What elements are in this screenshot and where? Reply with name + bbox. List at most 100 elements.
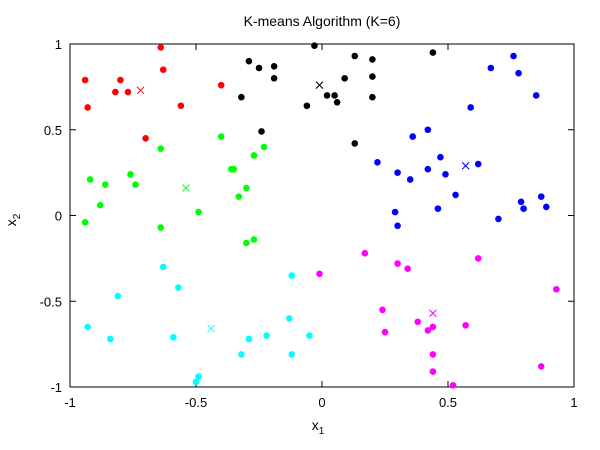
data-point (316, 270, 323, 278)
data-point (142, 135, 149, 142)
data-point (217, 81, 225, 89)
data-point (437, 153, 444, 161)
data-point (520, 205, 527, 212)
centroid-stroke (182, 184, 190, 192)
y-axis-label: x2 (3, 213, 23, 226)
y-tick-label: 0 (55, 209, 62, 224)
x-tick-labels: -1 -0.5 0 0.5 1 (64, 395, 577, 410)
data-point (157, 44, 165, 51)
data-point (391, 208, 399, 216)
data-point (112, 88, 119, 96)
data-point (157, 145, 165, 152)
centroid-marker (207, 324, 215, 333)
centroid-stroke (315, 81, 324, 90)
data-point (361, 249, 369, 257)
data-point (394, 222, 401, 230)
centroid-marker (315, 81, 324, 90)
y-axis-label-main: x (3, 219, 19, 226)
data-point (394, 260, 401, 267)
data-point (369, 93, 376, 101)
data-point (127, 171, 134, 178)
data-point (414, 318, 422, 326)
data-point (230, 165, 238, 173)
data-point (369, 73, 376, 80)
data-point (449, 381, 457, 389)
data-point (84, 104, 91, 111)
data-point (159, 66, 167, 74)
data-point (255, 64, 263, 72)
data-point (238, 93, 245, 101)
data-point (341, 75, 348, 82)
data-point (333, 99, 341, 106)
data-point (429, 49, 437, 56)
data-point (270, 62, 278, 70)
x-axis-label-main: x (312, 417, 319, 433)
axis-ticks (69, 43, 575, 388)
data-point (429, 351, 437, 358)
x-axis-label: x1 (312, 417, 325, 437)
x-tick-label: 1 (570, 395, 577, 410)
cluster-1 (81, 44, 225, 142)
data-point (243, 184, 250, 192)
y-axis-label-sub: 2 (12, 213, 23, 219)
cluster-3 (81, 133, 268, 247)
chart-title: K-means Algorithm (K=6) (244, 13, 401, 29)
data-point (250, 236, 258, 243)
data-point (84, 323, 91, 331)
data-point (351, 140, 359, 147)
data-point (517, 198, 525, 206)
data-point (250, 152, 258, 159)
data-point (96, 201, 104, 209)
data-point (157, 224, 165, 231)
data-point (217, 133, 225, 140)
data-point (331, 92, 338, 99)
data-point (553, 285, 560, 293)
data-points (81, 42, 560, 389)
data-point (323, 92, 331, 99)
data-point (306, 332, 313, 339)
x-tick-label: -1 (64, 395, 76, 410)
data-point (258, 128, 265, 135)
data-point (424, 126, 432, 134)
data-point (117, 76, 124, 84)
data-point (537, 363, 545, 370)
data-point (351, 52, 359, 60)
data-point (510, 52, 517, 60)
plot-frame (69, 43, 575, 388)
data-point (270, 75, 278, 82)
data-point (288, 272, 296, 279)
centroid-marker (429, 309, 437, 318)
data-point (311, 42, 318, 50)
y-tick-labels: -1 -0.5 0 0.5 1 (40, 37, 62, 395)
data-point (487, 64, 495, 72)
data-point (81, 219, 89, 226)
centroid-stroke (136, 86, 145, 95)
data-point (170, 333, 177, 341)
data-point (245, 335, 253, 343)
data-point (406, 176, 414, 183)
data-point (429, 323, 437, 331)
centroid-stroke (429, 309, 437, 318)
data-point (107, 335, 114, 343)
data-point (495, 215, 502, 223)
data-point (285, 315, 293, 322)
y-tick-label: 1 (55, 37, 62, 52)
data-point (124, 88, 132, 96)
x-axis-label-sub: 1 (319, 426, 325, 437)
x-tick-label: -0.5 (185, 395, 207, 410)
data-point (542, 203, 550, 211)
data-point (515, 69, 522, 77)
centroid-stroke (461, 161, 470, 170)
centroid-marker (136, 86, 145, 95)
data-point (132, 181, 139, 188)
data-point (462, 321, 469, 329)
cluster-5 (84, 263, 313, 386)
data-point (235, 193, 243, 200)
data-point (195, 373, 202, 381)
data-point (245, 57, 253, 65)
data-point (243, 239, 250, 247)
data-point (81, 76, 89, 84)
data-point (159, 263, 167, 271)
